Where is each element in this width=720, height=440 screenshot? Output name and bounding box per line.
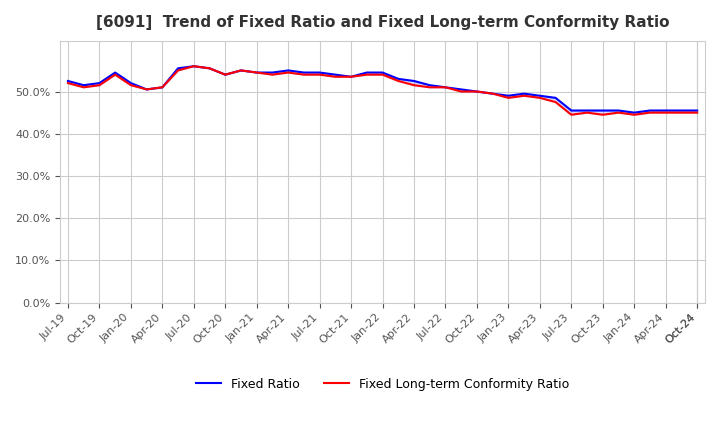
Fixed Long-term Conformity Ratio: [127, 83, 135, 88]
Fixed Ratio: [174, 66, 182, 71]
Fixed Ratio: [488, 91, 497, 96]
Fixed Ratio: [63, 78, 72, 84]
Fixed Ratio: [426, 83, 434, 88]
Fixed Long-term Conformity Ratio: [598, 112, 607, 117]
Fixed Long-term Conformity Ratio: [520, 93, 528, 99]
Fixed Long-term Conformity Ratio: [410, 83, 418, 88]
Fixed Ratio: [347, 74, 356, 79]
Fixed Ratio: [300, 70, 308, 75]
Fixed Long-term Conformity Ratio: [441, 84, 450, 90]
Fixed Long-term Conformity Ratio: [582, 110, 591, 115]
Fixed Long-term Conformity Ratio: [253, 70, 261, 75]
Fixed Long-term Conformity Ratio: [567, 112, 575, 117]
Fixed Ratio: [536, 93, 544, 99]
Fixed Ratio: [127, 81, 135, 86]
Fixed Long-term Conformity Ratio: [63, 81, 72, 86]
Fixed Long-term Conformity Ratio: [536, 95, 544, 100]
Fixed Ratio: [677, 108, 685, 113]
Fixed Long-term Conformity Ratio: [347, 74, 356, 79]
Fixed Ratio: [630, 110, 639, 115]
Fixed Ratio: [268, 70, 276, 75]
Fixed Ratio: [662, 108, 670, 113]
Fixed Ratio: [95, 81, 104, 86]
Fixed Ratio: [284, 68, 292, 73]
Fixed Long-term Conformity Ratio: [394, 78, 402, 84]
Line: Fixed Long-term Conformity Ratio: Fixed Long-term Conformity Ratio: [68, 66, 697, 115]
Fixed Long-term Conformity Ratio: [284, 70, 292, 75]
Fixed Ratio: [646, 108, 654, 113]
Fixed Long-term Conformity Ratio: [95, 83, 104, 88]
Fixed Ratio: [598, 108, 607, 113]
Fixed Long-term Conformity Ratio: [315, 72, 324, 77]
Fixed Ratio: [378, 70, 387, 75]
Fixed Ratio: [457, 87, 466, 92]
Fixed Long-term Conformity Ratio: [378, 72, 387, 77]
Fixed Long-term Conformity Ratio: [143, 87, 151, 92]
Fixed Ratio: [79, 83, 88, 88]
Fixed Ratio: [520, 91, 528, 96]
Fixed Long-term Conformity Ratio: [221, 72, 230, 77]
Fixed Ratio: [410, 78, 418, 84]
Fixed Ratio: [111, 70, 120, 75]
Line: Fixed Ratio: Fixed Ratio: [68, 66, 697, 113]
Fixed Long-term Conformity Ratio: [237, 68, 246, 73]
Fixed Long-term Conformity Ratio: [646, 110, 654, 115]
Fixed Ratio: [362, 70, 371, 75]
Fixed Long-term Conformity Ratio: [472, 89, 481, 94]
Fixed Long-term Conformity Ratio: [111, 72, 120, 77]
Fixed Ratio: [552, 95, 560, 100]
Fixed Long-term Conformity Ratio: [662, 110, 670, 115]
Fixed Long-term Conformity Ratio: [268, 72, 276, 77]
Fixed Long-term Conformity Ratio: [630, 112, 639, 117]
Fixed Ratio: [331, 72, 340, 77]
Legend: Fixed Ratio, Fixed Long-term Conformity Ratio: Fixed Ratio, Fixed Long-term Conformity …: [191, 373, 575, 396]
Fixed Long-term Conformity Ratio: [504, 95, 513, 100]
Fixed Long-term Conformity Ratio: [205, 66, 214, 71]
Fixed Long-term Conformity Ratio: [552, 99, 560, 105]
Fixed Long-term Conformity Ratio: [488, 91, 497, 96]
Fixed Long-term Conformity Ratio: [331, 74, 340, 79]
Fixed Ratio: [441, 84, 450, 90]
Fixed Long-term Conformity Ratio: [677, 110, 685, 115]
Fixed Ratio: [315, 70, 324, 75]
Fixed Ratio: [504, 93, 513, 99]
Fixed Long-term Conformity Ratio: [300, 72, 308, 77]
Fixed Ratio: [472, 89, 481, 94]
Fixed Ratio: [567, 108, 575, 113]
Fixed Ratio: [582, 108, 591, 113]
Fixed Ratio: [205, 66, 214, 71]
Fixed Ratio: [693, 108, 701, 113]
Fixed Ratio: [237, 68, 246, 73]
Fixed Long-term Conformity Ratio: [457, 89, 466, 94]
Fixed Long-term Conformity Ratio: [426, 84, 434, 90]
Fixed Ratio: [158, 84, 166, 90]
Fixed Long-term Conformity Ratio: [189, 63, 198, 69]
Fixed Long-term Conformity Ratio: [614, 110, 623, 115]
Fixed Ratio: [143, 87, 151, 92]
Fixed Ratio: [614, 108, 623, 113]
Fixed Long-term Conformity Ratio: [693, 110, 701, 115]
Fixed Long-term Conformity Ratio: [174, 68, 182, 73]
Fixed Long-term Conformity Ratio: [362, 72, 371, 77]
Title: [6091]  Trend of Fixed Ratio and Fixed Long-term Conformity Ratio: [6091] Trend of Fixed Ratio and Fixed Lo…: [96, 15, 670, 30]
Fixed Long-term Conformity Ratio: [79, 84, 88, 90]
Fixed Ratio: [394, 76, 402, 81]
Fixed Ratio: [221, 72, 230, 77]
Fixed Long-term Conformity Ratio: [158, 84, 166, 90]
Fixed Ratio: [253, 70, 261, 75]
Fixed Ratio: [189, 63, 198, 69]
